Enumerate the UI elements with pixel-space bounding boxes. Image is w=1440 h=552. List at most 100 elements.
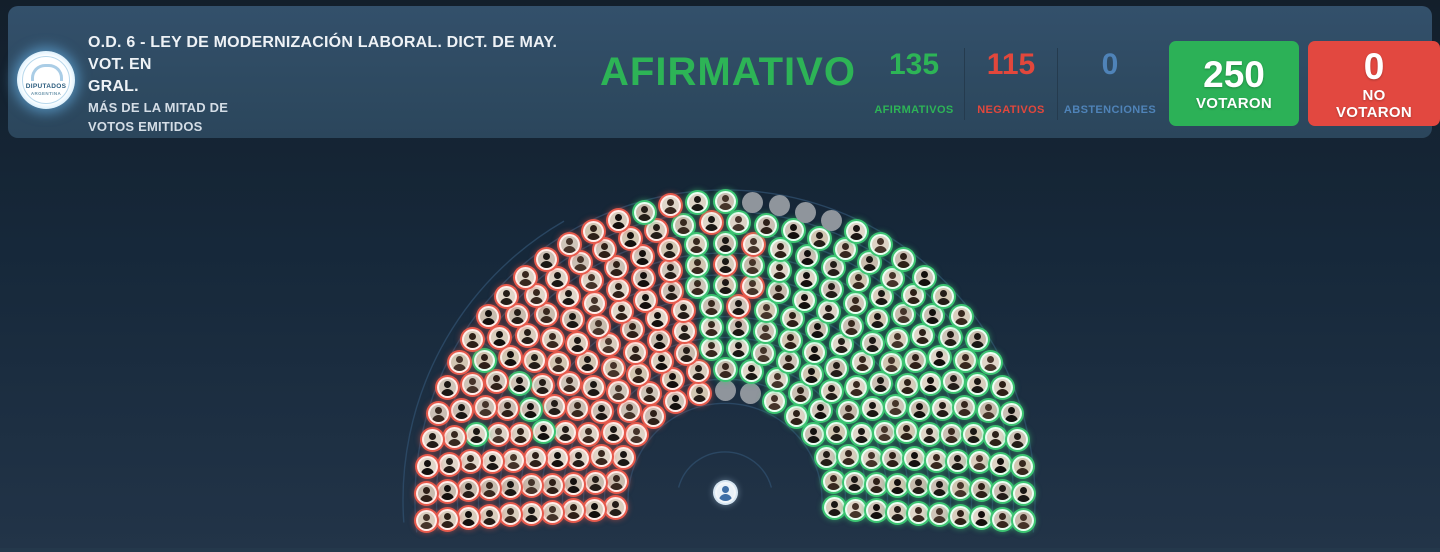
seat-afirmativo[interactable] <box>971 479 993 501</box>
seat-afirmativo[interactable] <box>818 301 840 323</box>
seat-ausente[interactable] <box>768 195 790 217</box>
seat-afirmativo[interactable] <box>797 246 819 268</box>
seat-negativo[interactable] <box>532 375 554 397</box>
seat-negativo[interactable] <box>509 424 531 446</box>
seat-negativo[interactable] <box>417 455 439 477</box>
seat-afirmativo[interactable] <box>869 234 891 256</box>
seat-afirmativo[interactable] <box>909 398 931 420</box>
seat-afirmativo[interactable] <box>466 423 488 445</box>
seat-afirmativo[interactable] <box>714 232 736 254</box>
seat-negativo[interactable] <box>416 510 438 532</box>
seat-afirmativo[interactable] <box>980 352 1002 374</box>
seat-negativo[interactable] <box>646 307 668 329</box>
seat-afirmativo[interactable] <box>907 475 929 497</box>
seat-afirmativo[interactable] <box>727 338 749 360</box>
seat-afirmativo[interactable] <box>867 309 889 331</box>
seat-afirmativo[interactable] <box>766 369 788 391</box>
seat-afirmativo[interactable] <box>908 503 930 525</box>
seat-afirmativo[interactable] <box>790 382 812 404</box>
seat-afirmativo[interactable] <box>686 255 708 277</box>
seat-negativo[interactable] <box>474 397 496 419</box>
seat-afirmativo[interactable] <box>807 319 829 341</box>
seat-afirmativo[interactable] <box>990 453 1012 475</box>
seat-negativo[interactable] <box>591 445 612 467</box>
seat-afirmativo[interactable] <box>768 281 790 303</box>
seat-negativo[interactable] <box>542 474 564 496</box>
seat-afirmativo[interactable] <box>892 304 914 326</box>
seat-negativo[interactable] <box>664 391 686 413</box>
seat-afirmativo[interactable] <box>866 500 888 522</box>
seat-negativo[interactable] <box>625 424 647 446</box>
seat-afirmativo[interactable] <box>903 285 925 307</box>
seat-afirmativo[interactable] <box>962 423 984 445</box>
seat-afirmativo[interactable] <box>755 299 777 321</box>
seat-afirmativo[interactable] <box>950 306 972 328</box>
seat-afirmativo[interactable] <box>841 315 863 337</box>
seat-afirmativo[interactable] <box>804 341 826 363</box>
seat-afirmativo[interactable] <box>896 421 918 443</box>
seat-afirmativo[interactable] <box>884 396 906 418</box>
seat-afirmativo[interactable] <box>755 214 777 236</box>
seat-negativo[interactable] <box>524 349 546 371</box>
seat-negativo[interactable] <box>580 269 602 291</box>
seat-afirmativo[interactable] <box>753 342 775 364</box>
seat-afirmativo[interactable] <box>925 450 947 472</box>
seat-afirmativo[interactable] <box>862 333 884 355</box>
seat-negativo[interactable] <box>536 249 558 271</box>
seat-afirmativo[interactable] <box>826 421 848 443</box>
seat-negativo[interactable] <box>687 361 709 383</box>
seat-negativo[interactable] <box>643 405 665 427</box>
seat-negativo[interactable] <box>515 266 537 288</box>
seat-afirmativo[interactable] <box>509 373 531 395</box>
seat-negativo[interactable] <box>460 451 482 473</box>
seat-negativo[interactable] <box>648 329 670 351</box>
seat-afirmativo[interactable] <box>701 338 723 360</box>
seat-negativo[interactable] <box>458 507 480 529</box>
seat-negativo[interactable] <box>628 364 650 386</box>
seat-afirmativo[interactable] <box>714 358 736 380</box>
seat-afirmativo[interactable] <box>673 214 695 236</box>
seat-negativo[interactable] <box>503 450 525 472</box>
seat-afirmativo[interactable] <box>1012 510 1034 532</box>
seat-negativo[interactable] <box>500 347 522 369</box>
seat-negativo[interactable] <box>547 267 569 289</box>
seat-afirmativo[interactable] <box>865 473 887 495</box>
seat-ausente[interactable] <box>741 191 763 213</box>
seat-negativo[interactable] <box>481 450 503 472</box>
seat-negativo[interactable] <box>607 278 629 300</box>
seat-afirmativo[interactable] <box>947 450 969 472</box>
seat-afirmativo[interactable] <box>873 422 895 444</box>
seat-afirmativo[interactable] <box>815 446 837 468</box>
seat-negativo[interactable] <box>590 401 612 423</box>
seat-afirmativo[interactable] <box>728 211 750 233</box>
seat-afirmativo[interactable] <box>633 201 655 223</box>
seat-afirmativo[interactable] <box>985 426 1007 448</box>
seat-afirmativo[interactable] <box>942 371 964 393</box>
seat-afirmativo[interactable] <box>1011 455 1033 477</box>
seat-afirmativo[interactable] <box>848 269 870 291</box>
seat-negativo[interactable] <box>448 352 470 374</box>
seat-negativo[interactable] <box>495 285 517 307</box>
seat-afirmativo[interactable] <box>686 234 708 256</box>
seat-afirmativo[interactable] <box>861 398 883 420</box>
seat-afirmativo[interactable] <box>949 505 971 527</box>
seat-afirmativo[interactable] <box>967 374 989 396</box>
seat-afirmativo[interactable] <box>844 471 866 493</box>
seat-negativo[interactable] <box>436 481 458 503</box>
seat-afirmativo[interactable] <box>887 501 909 523</box>
seat-negativo[interactable] <box>478 306 500 328</box>
seat-afirmativo[interactable] <box>919 424 941 446</box>
seat-afirmativo[interactable] <box>933 285 955 307</box>
seat-afirmativo[interactable] <box>687 276 709 298</box>
seat-negativo[interactable] <box>499 477 521 499</box>
seat-negativo[interactable] <box>489 326 511 348</box>
seat-negativo[interactable] <box>635 289 657 311</box>
seat-negativo[interactable] <box>559 373 581 395</box>
seat-negativo[interactable] <box>563 473 585 495</box>
seat-negativo[interactable] <box>728 295 750 317</box>
seat-negativo[interactable] <box>607 381 629 403</box>
seat-afirmativo[interactable] <box>931 397 953 419</box>
seat-afirmativo[interactable] <box>886 474 908 496</box>
seat-afirmativo[interactable] <box>991 508 1013 530</box>
seat-negativo[interactable] <box>658 238 680 260</box>
